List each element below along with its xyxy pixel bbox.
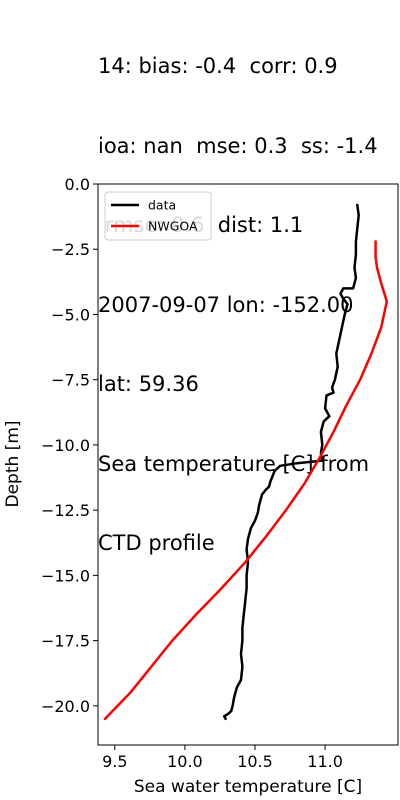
y-tick-label-1: −2.5 xyxy=(51,240,90,259)
title-line-5: lat: 59.36 xyxy=(98,372,199,396)
y-tick-label-8: −20.0 xyxy=(41,697,90,716)
series-line-data xyxy=(222,203,360,721)
x-tick-label-3: 11.0 xyxy=(307,752,343,771)
y-tick-label-3: −7.5 xyxy=(51,371,90,390)
plot-frame xyxy=(97,183,399,746)
y-axis: 0.0 −2.5 −5.0 −7.5 −10.0 −12.5 −15.0 −17.5 −20.0 xyxy=(41,175,98,716)
x-axis-label: Sea water temperature [C] xyxy=(134,777,362,797)
y-tick-label-7: −17.5 xyxy=(41,632,90,651)
legend-label-data: data xyxy=(148,198,176,213)
x-axis: 9.5 10.0 10.5 11.0 xyxy=(102,745,343,771)
legend: data NWGOA xyxy=(104,191,212,241)
x-tick-label-1: 10.0 xyxy=(167,752,203,771)
title-line-7: CTD profile xyxy=(98,531,215,555)
title-line-1: 14: bias: -0.4 corr: 0.9 xyxy=(98,54,338,78)
title-line-2: ioa: nan mse: 0.3 ss: -1.4 xyxy=(98,133,378,158)
legend-label-nwgoa: NWGOA xyxy=(148,219,198,234)
series-layer xyxy=(103,203,389,721)
title-line-4: 2007-09-07 lon: -152.00 xyxy=(98,292,354,317)
x-tick-label-2: 10.5 xyxy=(237,752,273,771)
y-tick-label-4: −10.0 xyxy=(41,436,90,455)
y-tick-label-5: −12.5 xyxy=(41,501,90,520)
y-tick-label-2: −5.0 xyxy=(51,305,90,324)
x-tick-label-0: 9.5 xyxy=(102,752,127,771)
y-tick-label-0: 0.0 xyxy=(65,175,90,194)
series-line-nwgoa xyxy=(103,240,389,721)
y-tick-label-6: −15.0 xyxy=(41,566,90,585)
y-axis-label: Depth [m] xyxy=(3,420,23,507)
title-line-6: Sea temperature [C] from xyxy=(98,451,370,476)
